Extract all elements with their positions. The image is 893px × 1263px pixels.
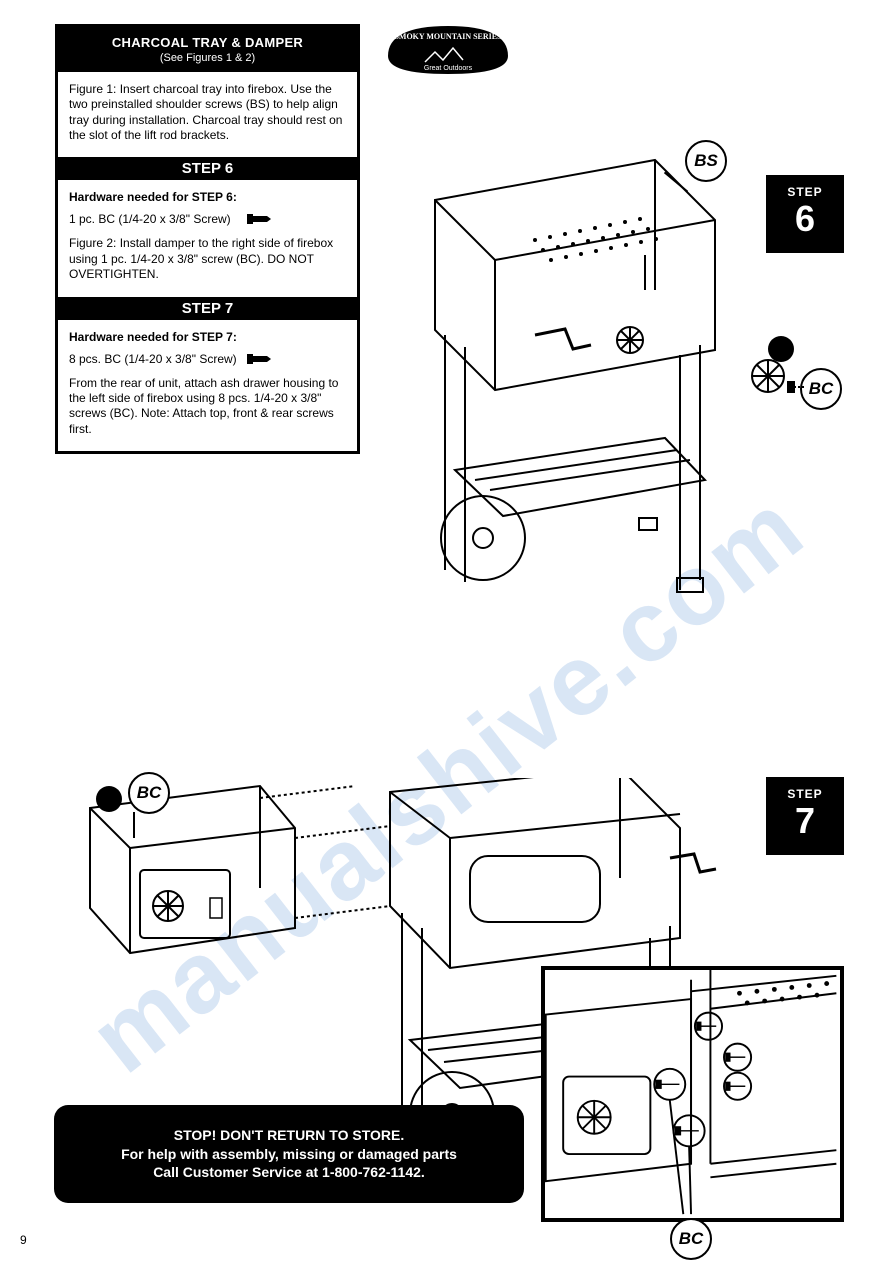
- detail-view-frame: [541, 966, 844, 1222]
- screw-icon: [247, 352, 271, 366]
- banner-line1: STOP! DON'T RETURN TO STORE.: [70, 1126, 508, 1145]
- diagram-step6: [395, 140, 755, 610]
- step-word: STEP: [766, 777, 844, 801]
- page-root: manualshive.com SMOKY MOUNTAIN SERIES Gr…: [0, 0, 893, 1263]
- detail-view: [545, 970, 840, 1218]
- brand-logo: SMOKY MOUNTAIN SERIES Great Outdoors: [383, 12, 513, 82]
- step7-hw-item: 8 pcs. BC (1/4-20 x 3/8" Screw): [69, 352, 239, 366]
- fig1-text: Figure 1: Insert charcoal tray into fire…: [69, 82, 346, 143]
- fig1-body: Figure 1: Insert charcoal tray into fire…: [58, 72, 357, 157]
- fig2-text: Figure 2: Install damper to the right si…: [69, 236, 346, 282]
- callout-bc-housing: BC: [128, 772, 170, 814]
- banner-line2: For help with assembly, missing or damag…: [70, 1145, 508, 1164]
- black-dot: [96, 786, 122, 812]
- callout-bc-detail: BC: [670, 1218, 712, 1260]
- instruction-subtitle: (See Figures 1 & 2): [68, 52, 347, 64]
- leader-line: [133, 812, 135, 838]
- step-word: STEP: [766, 175, 844, 199]
- step6-banner: STEP 6: [58, 157, 357, 180]
- step7-hw-row: 8 pcs. BC (1/4-20 x 3/8" Screw): [69, 352, 346, 366]
- step-6-badge: STEP 6: [766, 175, 844, 253]
- screw-icon: [247, 212, 271, 226]
- support-banner: STOP! DON'T RETURN TO STORE. For help wi…: [54, 1105, 524, 1203]
- instruction-panel: CHARCOAL TRAY & DAMPER (See Figures 1 & …: [55, 24, 360, 454]
- banner-line3: Call Customer Service at 1-800-762-1142.: [70, 1163, 508, 1182]
- step6-section: Hardware needed for STEP 6: 1 pc. BC (1/…: [58, 180, 357, 296]
- callout-bc-top: BC: [800, 368, 842, 410]
- callout-bs: BS: [685, 140, 727, 182]
- step6-hw-item: 1 pc. BC (1/4-20 x 3/8" Screw): [69, 212, 239, 226]
- step-7-number: 7: [766, 803, 844, 839]
- step7-text: From the rear of unit, attach ash drawer…: [69, 376, 346, 437]
- logo-top-text: SMOKY MOUNTAIN SERIES: [394, 32, 502, 41]
- step6-hw-row: 1 pc. BC (1/4-20 x 3/8" Screw): [69, 212, 346, 226]
- page-number: 9: [20, 1233, 27, 1247]
- instruction-title: CHARCOAL TRAY & DAMPER: [68, 35, 347, 50]
- step7-hw-title: Hardware needed for STEP 7:: [69, 330, 346, 344]
- step-6-number: 6: [766, 201, 844, 237]
- step-7-badge: STEP 7: [766, 777, 844, 855]
- step6-hw-title: Hardware needed for STEP 6:: [69, 190, 346, 204]
- damper-icon: [748, 352, 806, 410]
- logo-bottom-text: Great Outdoors: [424, 65, 473, 72]
- instruction-header: CHARCOAL TRAY & DAMPER (See Figures 1 & …: [58, 27, 357, 72]
- step7-banner: STEP 7: [58, 297, 357, 320]
- step7-section: Hardware needed for STEP 7: 8 pcs. BC (1…: [58, 320, 357, 451]
